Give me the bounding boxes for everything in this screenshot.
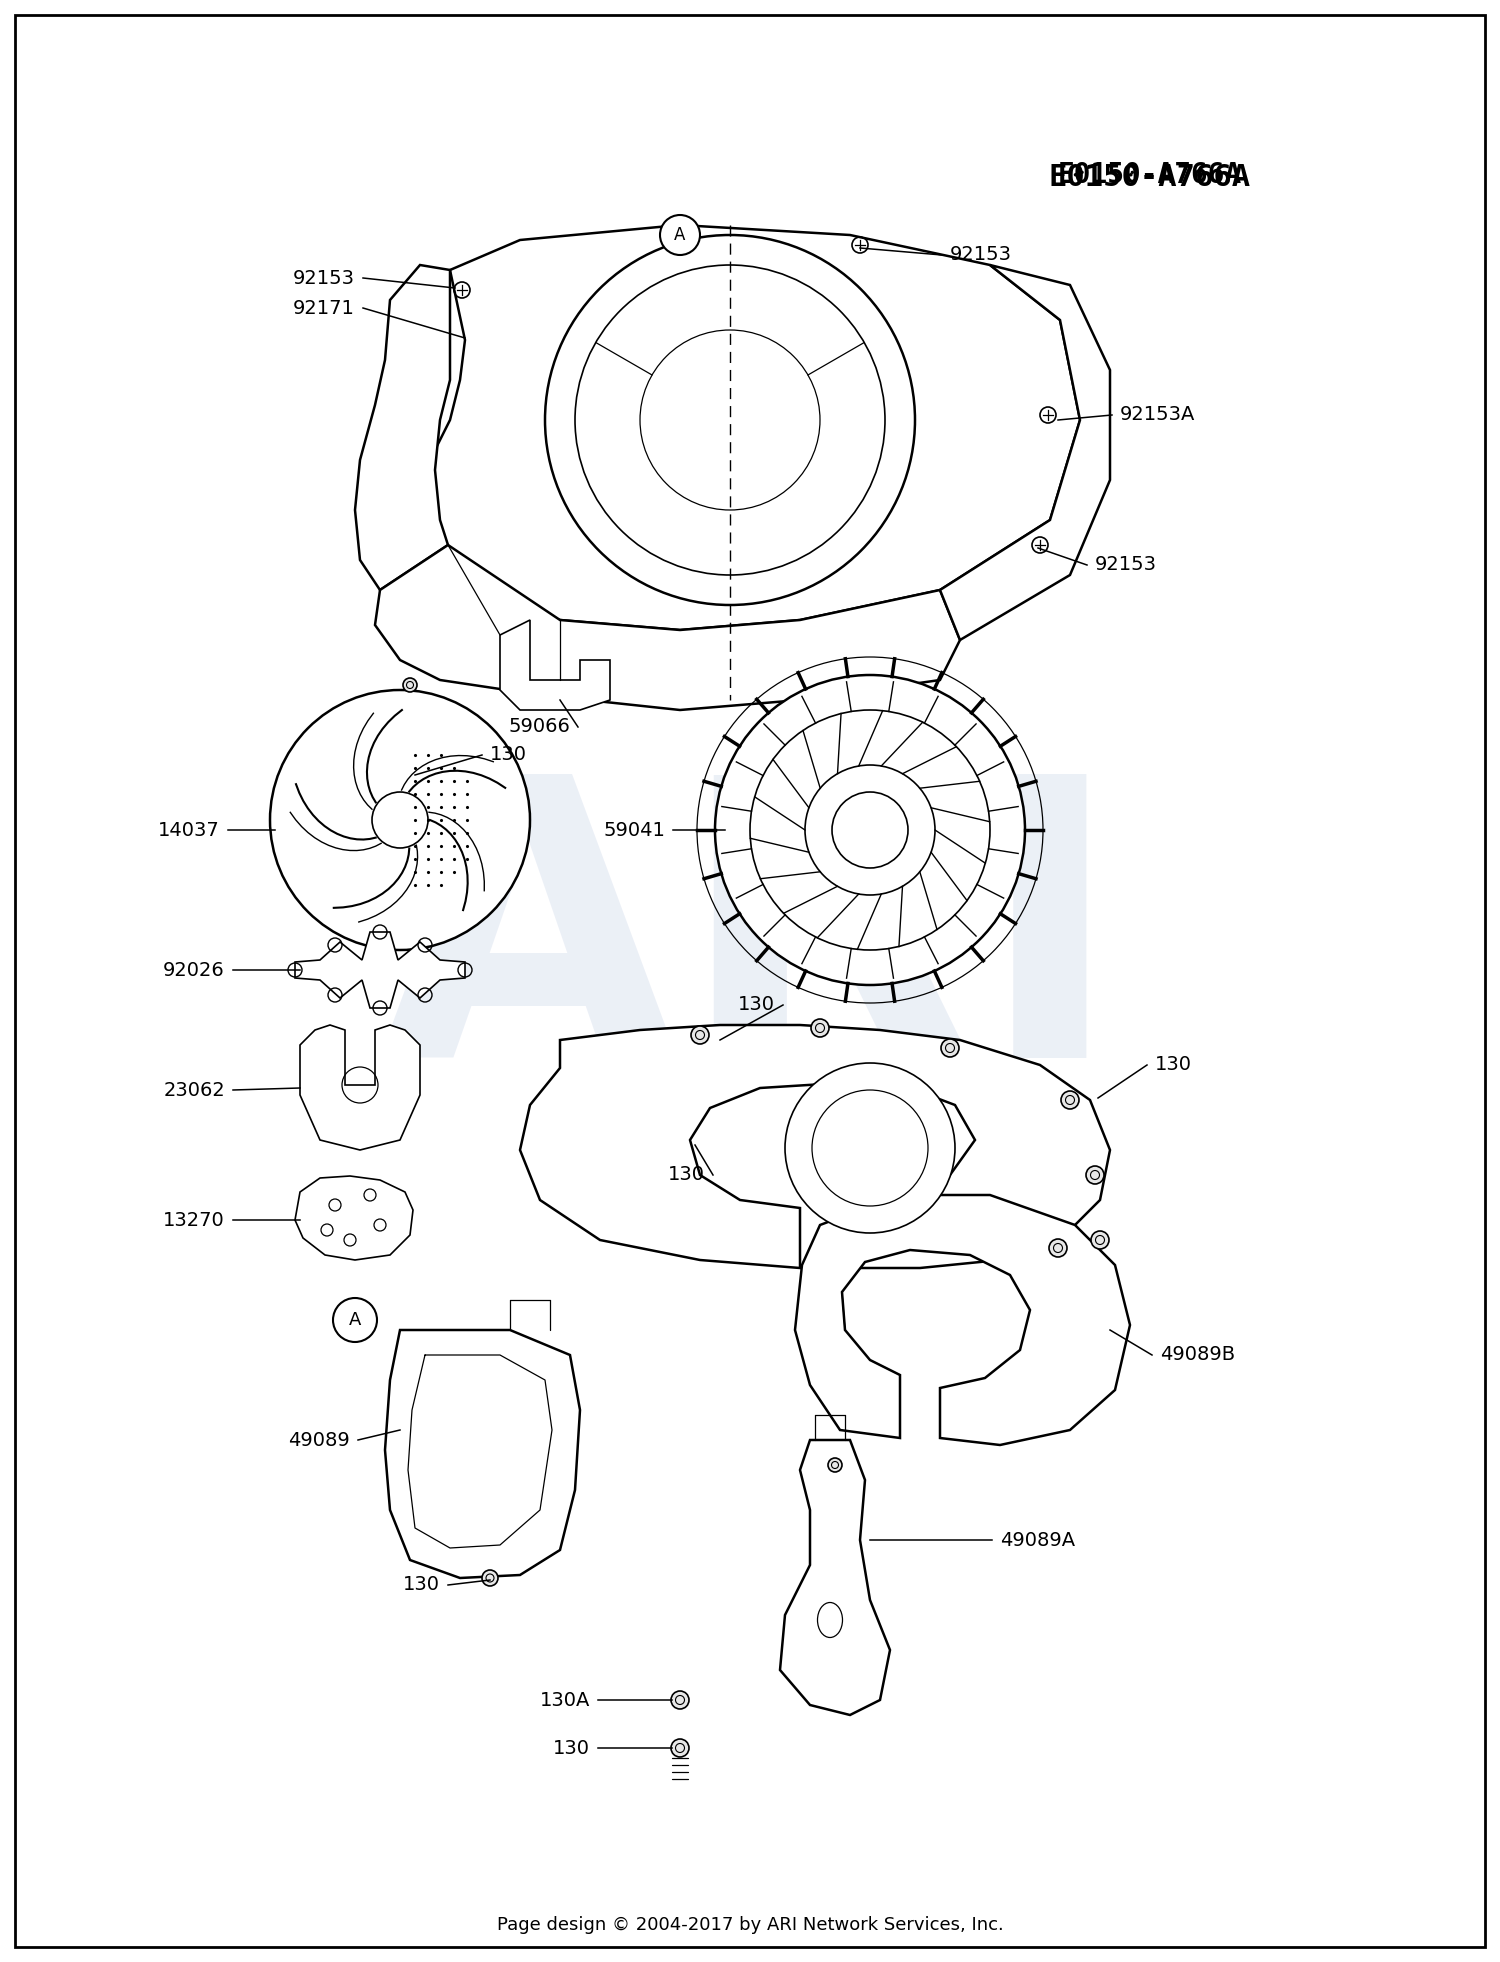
Polygon shape [500,620,610,710]
Circle shape [716,675,1024,985]
Circle shape [270,691,530,950]
Text: 130: 130 [490,746,526,765]
Text: A: A [350,1311,361,1328]
Circle shape [1086,1165,1104,1183]
Text: 92153: 92153 [1095,555,1156,575]
Circle shape [544,235,915,604]
Text: 92153: 92153 [950,245,1012,265]
Polygon shape [780,1440,889,1715]
Circle shape [660,216,700,255]
Text: Page design © 2004-2017 by ARI Network Services, Inc.: Page design © 2004-2017 by ARI Network S… [496,1917,1004,1935]
Polygon shape [296,932,465,1008]
Circle shape [750,710,990,950]
Circle shape [1090,1230,1108,1250]
Circle shape [372,793,427,848]
Text: 59066: 59066 [509,718,570,736]
Text: E0150-A766A: E0150-A766A [1048,163,1251,192]
Circle shape [404,679,417,693]
Text: 14037: 14037 [159,820,220,840]
Polygon shape [430,226,1080,630]
Text: A: A [675,226,686,243]
Polygon shape [795,1195,1130,1444]
Circle shape [692,1026,709,1044]
Circle shape [1048,1238,1066,1258]
Text: ARI: ARI [378,761,1122,1138]
Circle shape [806,765,934,895]
Text: 92171: 92171 [292,298,356,318]
Circle shape [940,1040,958,1058]
Text: 23062: 23062 [164,1081,225,1099]
Circle shape [812,1018,830,1038]
Polygon shape [386,1330,580,1577]
Text: 92026: 92026 [164,961,225,979]
Text: 49089A: 49089A [1000,1530,1076,1550]
Polygon shape [356,265,450,591]
Polygon shape [940,265,1110,640]
Polygon shape [296,1175,412,1260]
Text: 92153: 92153 [292,269,356,288]
Polygon shape [375,545,960,710]
Text: 130A: 130A [540,1691,590,1709]
Text: 92153A: 92153A [1120,406,1196,424]
Text: 49089B: 49089B [1160,1346,1234,1364]
Circle shape [784,1063,956,1232]
Text: 130: 130 [1155,1056,1192,1075]
Text: 49089: 49089 [288,1430,350,1450]
Text: 130: 130 [738,995,776,1014]
Text: 59041: 59041 [603,820,664,840]
Circle shape [670,1691,688,1709]
Text: 130: 130 [404,1575,439,1595]
Circle shape [1060,1091,1078,1109]
Circle shape [828,1458,842,1472]
Text: 130: 130 [668,1165,705,1185]
Polygon shape [300,1024,420,1150]
Circle shape [833,793,908,867]
Text: 13270: 13270 [164,1211,225,1230]
Circle shape [482,1570,498,1585]
Text: E0150-A766A: E0150-A766A [1058,161,1242,188]
Circle shape [333,1299,376,1342]
Polygon shape [520,1024,1110,1267]
Circle shape [670,1738,688,1758]
Text: 130: 130 [554,1738,590,1758]
